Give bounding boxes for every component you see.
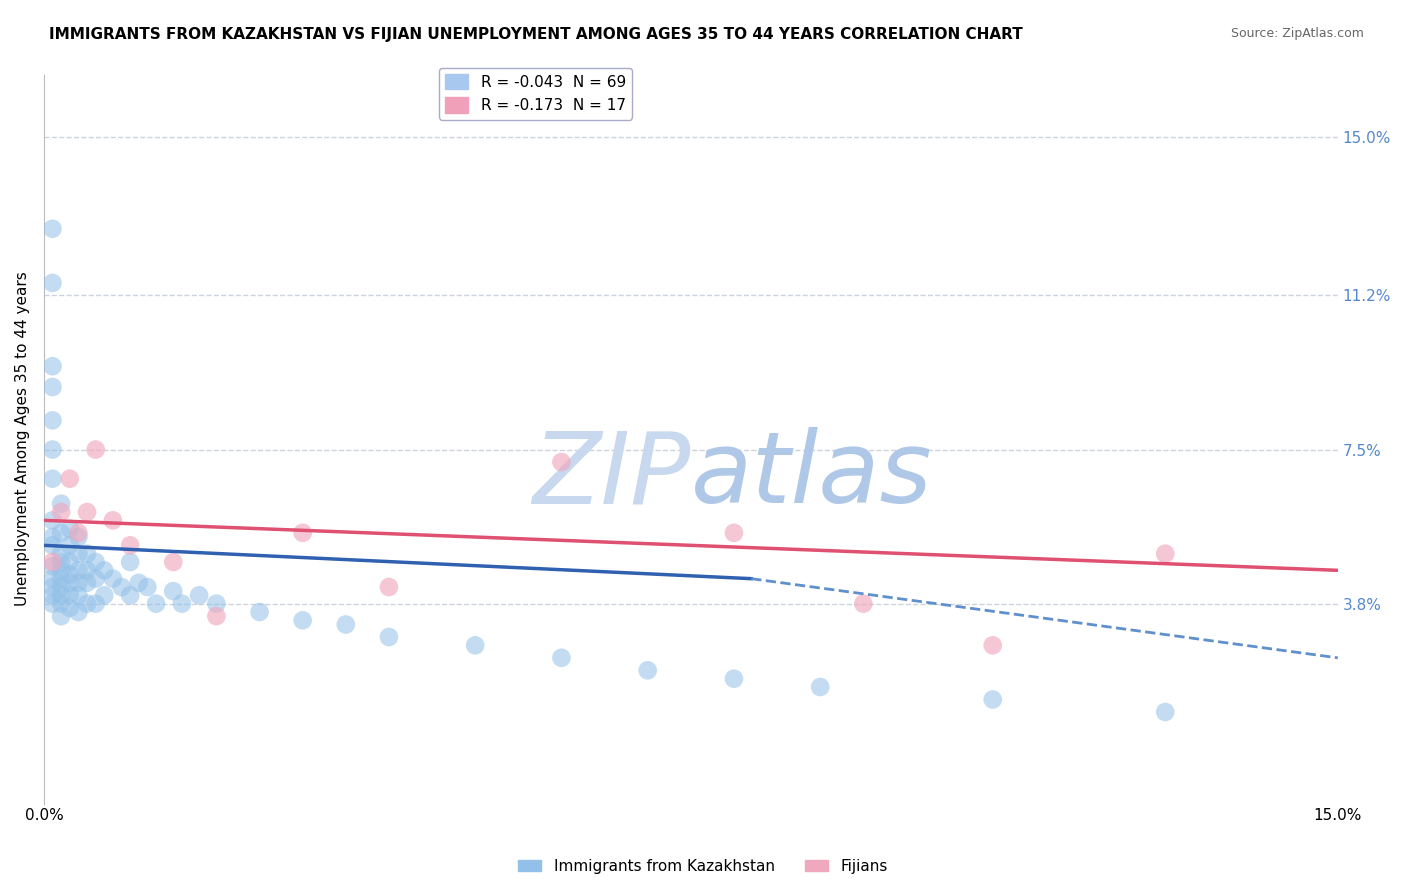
Point (76, 547, 98, 561)
Point (41, 580, 63, 594)
Point (145, 597, 167, 611)
Point (84, 555, 107, 569)
Point (59, 472, 82, 486)
Point (170, 597, 193, 611)
Point (1154, 547, 1177, 561)
Point (84, 597, 107, 611)
Point (59, 600, 82, 615)
Point (67, 547, 90, 561)
Point (49, 563, 72, 577)
Point (41, 221, 63, 235)
Point (41, 442, 63, 457)
Point (291, 525, 314, 540)
Point (49, 547, 72, 561)
Legend: Immigrants from Kazakhstan, Fijians: Immigrants from Kazakhstan, Fijians (512, 853, 894, 880)
Point (76, 597, 98, 611)
Point (76, 575, 98, 590)
Point (101, 513, 124, 527)
Point (76, 505, 98, 519)
Point (49, 580, 72, 594)
Text: atlas: atlas (690, 427, 932, 524)
Point (49, 572, 72, 586)
Point (41, 597, 63, 611)
Point (808, 680, 831, 694)
Legend: R = -0.043  N = 69, R = -0.173  N = 17: R = -0.043 N = 69, R = -0.173 N = 17 (439, 68, 631, 120)
Point (41, 588, 63, 602)
Point (120, 588, 142, 602)
Point (59, 555, 82, 569)
Point (41, 380, 63, 394)
Point (67, 605, 90, 619)
Point (981, 692, 1004, 706)
Point (1154, 705, 1177, 719)
Point (723, 672, 745, 686)
Point (41, 413, 63, 427)
Point (723, 525, 745, 540)
Text: ZIP: ZIP (533, 427, 690, 524)
Point (378, 580, 401, 594)
Point (291, 613, 314, 627)
Point (49, 505, 72, 519)
Point (41, 472, 63, 486)
Point (84, 572, 107, 586)
Point (49, 588, 72, 602)
Point (249, 605, 271, 619)
Point (188, 588, 211, 602)
Point (378, 630, 401, 644)
Point (41, 555, 63, 569)
Point (67, 530, 90, 544)
Point (93, 563, 115, 577)
Point (41, 559, 63, 574)
Point (59, 538, 82, 552)
Point (110, 580, 132, 594)
Point (205, 609, 228, 624)
Point (41, 572, 63, 586)
Point (128, 575, 150, 590)
Point (637, 663, 659, 677)
Point (120, 538, 142, 552)
Point (41, 513, 63, 527)
Point (162, 555, 184, 569)
Point (41, 530, 63, 544)
Text: Source: ZipAtlas.com: Source: ZipAtlas.com (1230, 27, 1364, 40)
Point (49, 497, 72, 511)
Point (162, 584, 184, 599)
Point (67, 525, 90, 540)
Point (93, 588, 115, 602)
Point (335, 617, 357, 632)
Point (136, 580, 159, 594)
Point (464, 638, 486, 652)
Point (852, 597, 875, 611)
Point (120, 555, 142, 569)
Point (76, 563, 98, 577)
Text: IMMIGRANTS FROM KAZAKHSTAN VS FIJIAN UNEMPLOYMENT AMONG AGES 35 TO 44 YEARS CORR: IMMIGRANTS FROM KAZAKHSTAN VS FIJIAN UNE… (49, 27, 1024, 42)
Point (49, 597, 72, 611)
Point (205, 597, 228, 611)
Point (84, 442, 107, 457)
Point (550, 650, 572, 665)
Point (49, 555, 72, 569)
Point (67, 588, 90, 602)
Point (49, 609, 72, 624)
Y-axis label: Unemployment Among Ages 35 to 44 years: Unemployment Among Ages 35 to 44 years (15, 272, 30, 607)
Point (49, 525, 72, 540)
Point (550, 455, 572, 469)
Point (41, 538, 63, 552)
Point (67, 575, 90, 590)
Point (67, 563, 90, 577)
Point (59, 588, 82, 602)
Point (41, 276, 63, 290)
Point (59, 575, 82, 590)
Point (41, 359, 63, 374)
Point (59, 522, 82, 536)
Point (101, 572, 124, 586)
Point (59, 567, 82, 582)
Point (981, 638, 1004, 652)
